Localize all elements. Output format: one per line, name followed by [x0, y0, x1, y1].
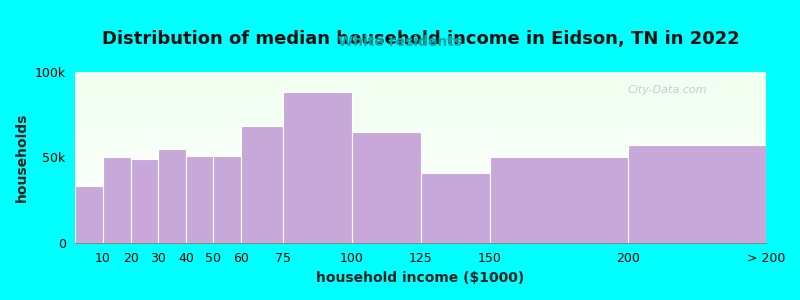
Bar	[282, 92, 351, 243]
Bar	[130, 159, 158, 243]
Bar	[241, 127, 282, 243]
Text: City-Data.com: City-Data.com	[628, 85, 707, 95]
Bar	[490, 157, 628, 243]
Bar	[214, 155, 241, 243]
Bar	[628, 145, 766, 243]
Bar	[103, 157, 130, 243]
Text: White residents: White residents	[338, 34, 462, 49]
Bar	[75, 186, 103, 243]
Bar	[158, 149, 186, 243]
Bar	[421, 172, 490, 243]
Y-axis label: households: households	[15, 112, 29, 202]
Bar	[186, 155, 214, 243]
Bar	[351, 132, 421, 243]
X-axis label: household income ($1000): household income ($1000)	[317, 271, 525, 285]
Title: Distribution of median household income in Eidson, TN in 2022: Distribution of median household income …	[102, 30, 739, 48]
